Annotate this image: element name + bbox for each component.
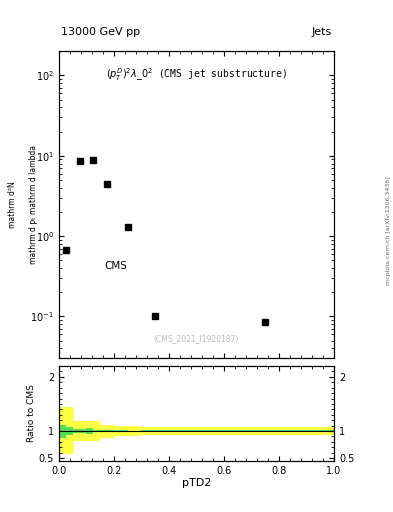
Text: CMS: CMS [105,261,127,271]
Text: (CMS_2021_I1920187): (CMS_2021_I1920187) [154,334,239,343]
Text: 13000 GeV pp: 13000 GeV pp [61,27,140,37]
Y-axis label: Ratio to CMS: Ratio to CMS [27,385,36,442]
Text: $(p_T^D)^2\lambda\_0^2$ (CMS jet substructure): $(p_T^D)^2\lambda\_0^2$ (CMS jet substru… [106,67,287,83]
Text: mcplots.cern.ch [arXiv:1306.3436]: mcplots.cern.ch [arXiv:1306.3436] [386,176,391,285]
X-axis label: pTD2: pTD2 [182,478,211,488]
Text: Jets: Jets [312,27,332,37]
Text: mathrm d²N

mathrm d pₜ mathrm d lambda: mathrm d²N mathrm d pₜ mathrm d lambda [8,145,38,264]
